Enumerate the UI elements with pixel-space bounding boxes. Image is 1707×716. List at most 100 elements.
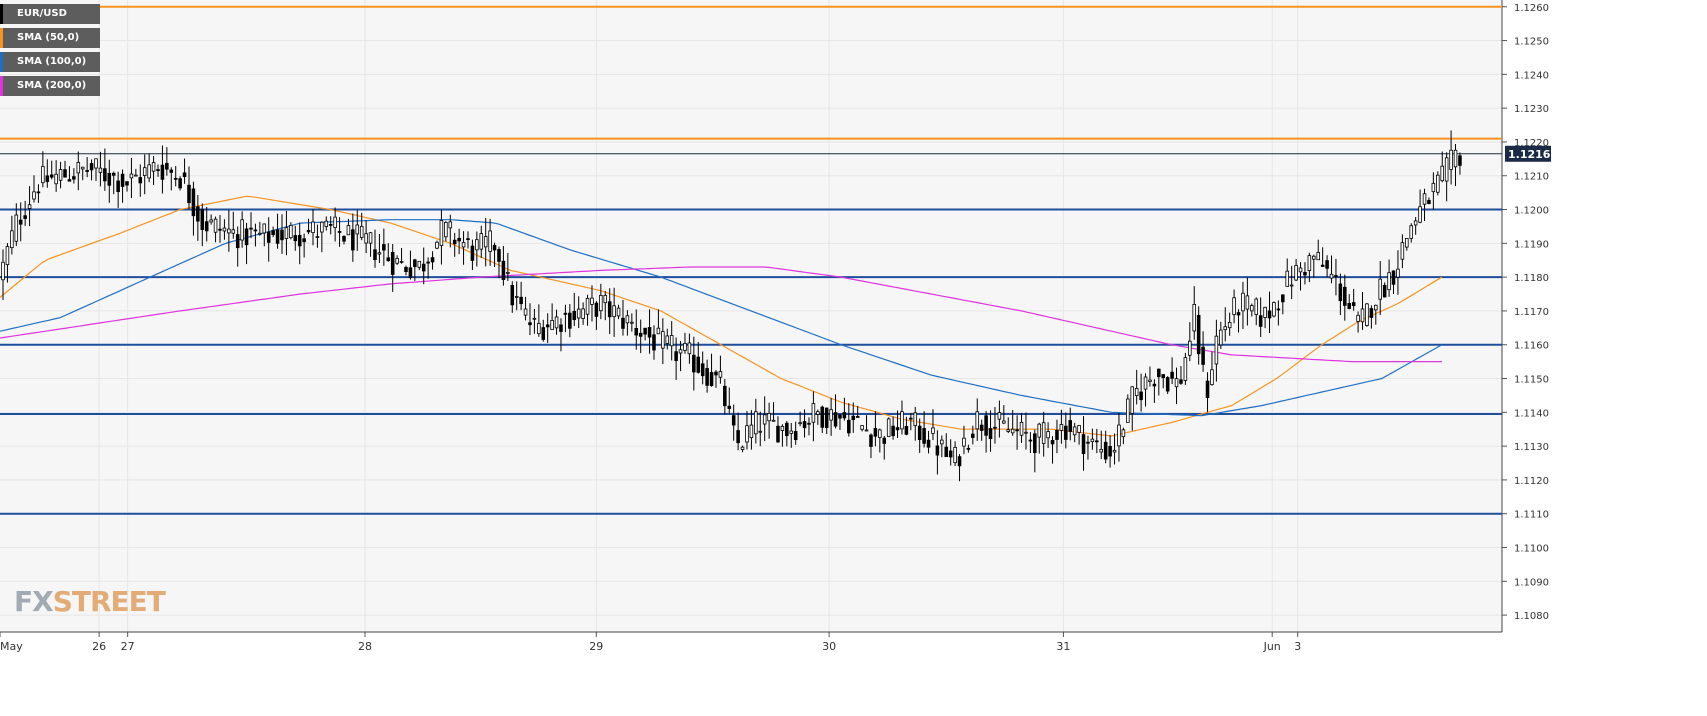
candle-body xyxy=(41,166,45,184)
candle-body xyxy=(559,324,563,332)
candle-body xyxy=(1263,306,1267,318)
candle-body xyxy=(178,178,182,189)
candle-body xyxy=(368,232,373,244)
candle-body xyxy=(776,425,780,443)
candle-body xyxy=(204,221,209,232)
candle-body xyxy=(1126,398,1130,423)
candle-body xyxy=(448,221,453,229)
candle-body xyxy=(820,406,825,428)
x-tick-label: 31 xyxy=(1056,640,1070,653)
candle-body xyxy=(1028,439,1033,442)
candle-body xyxy=(532,317,537,320)
candle-body xyxy=(1272,302,1276,317)
candle-body xyxy=(173,177,178,180)
candle-body xyxy=(1289,284,1294,287)
y-tick-label: 1.1210 xyxy=(1514,172,1549,183)
candle-body xyxy=(940,439,944,445)
candle-body xyxy=(1210,369,1214,386)
candle-body xyxy=(266,231,271,243)
candle-body xyxy=(1165,377,1170,392)
candle-body xyxy=(1285,270,1290,287)
candle-body xyxy=(470,245,475,261)
candle-body xyxy=(643,327,647,335)
y-tick-label: 1.1090 xyxy=(1514,577,1549,588)
candle-body xyxy=(545,324,550,328)
candle-body xyxy=(94,158,98,169)
candle-body xyxy=(864,429,869,432)
candle-body xyxy=(647,327,652,338)
candle-body xyxy=(107,172,112,186)
candle-body xyxy=(678,349,683,354)
candle-body xyxy=(917,425,922,441)
candle-body xyxy=(913,412,918,426)
x-tick-label: 27 xyxy=(121,640,135,653)
y-tick-label: 1.1160 xyxy=(1514,341,1549,352)
candle-body xyxy=(625,315,630,324)
candle-body xyxy=(213,218,218,233)
candle-body xyxy=(683,343,687,351)
candle-body xyxy=(621,317,625,329)
candle-body xyxy=(1245,295,1250,310)
candle-body xyxy=(630,321,634,324)
candle-body xyxy=(258,232,262,235)
candle-body xyxy=(1024,431,1028,434)
candle-body xyxy=(1121,429,1126,438)
candle-body xyxy=(333,216,337,228)
candle-body xyxy=(550,320,554,331)
candle-body xyxy=(1436,174,1440,193)
legend-item-price[interactable]: EUR/USD xyxy=(0,4,101,24)
candle-body xyxy=(390,251,395,275)
candle-body xyxy=(235,234,240,249)
candle-body xyxy=(315,236,320,238)
candle-body xyxy=(382,244,386,251)
candle-body xyxy=(807,422,811,425)
candle-body xyxy=(10,230,14,249)
candle-body xyxy=(1303,272,1307,276)
candle-body xyxy=(802,421,807,429)
candle-body xyxy=(988,428,993,440)
candle-body xyxy=(612,305,616,318)
candle-body xyxy=(829,409,833,421)
candle-body xyxy=(103,168,107,182)
candle-body xyxy=(922,428,926,444)
candle-body xyxy=(196,206,200,222)
candle-body xyxy=(1108,446,1112,457)
candle-body xyxy=(364,233,368,244)
candle-body xyxy=(1320,264,1325,267)
candle-body xyxy=(76,162,81,174)
candle-body xyxy=(328,223,333,226)
candle-body xyxy=(971,433,975,438)
candle-body xyxy=(762,414,767,425)
sma50-line xyxy=(0,195,1443,437)
y-tick-label: 1.1230 xyxy=(1514,104,1549,115)
y-tick-label: 1.1240 xyxy=(1514,70,1549,81)
legend-item-sma100[interactable]: SMA (100,0) xyxy=(0,52,101,72)
candle-body xyxy=(1227,321,1232,329)
candle-body xyxy=(80,166,85,170)
candle-body xyxy=(111,172,116,176)
candle-body xyxy=(1130,386,1135,414)
candle-body xyxy=(67,179,72,182)
candle-body xyxy=(1179,379,1183,384)
candle-body xyxy=(426,261,430,264)
candle-body xyxy=(218,228,222,231)
candle-body xyxy=(1192,303,1197,332)
candle-body xyxy=(563,312,568,315)
price-axis-area xyxy=(1502,0,1707,712)
candle-body xyxy=(271,230,275,236)
y-tick-label: 1.1140 xyxy=(1514,408,1549,419)
candle-body xyxy=(687,342,692,355)
candle-body xyxy=(1015,429,1019,432)
x-tick-label: 29 xyxy=(589,640,603,653)
candle-body xyxy=(351,229,355,251)
candle-body xyxy=(302,238,306,243)
candle-body xyxy=(962,437,966,447)
legend-item-sma50[interactable]: SMA (50,0) xyxy=(0,28,101,48)
candle-body xyxy=(475,239,479,251)
candle-body xyxy=(187,184,191,204)
y-tick-label: 1.1170 xyxy=(1514,307,1549,318)
candle-body xyxy=(1134,388,1139,396)
candle-body xyxy=(1002,420,1006,424)
legend-item-sma200[interactable]: SMA (200,0) xyxy=(0,76,101,96)
candle-body xyxy=(151,162,156,172)
